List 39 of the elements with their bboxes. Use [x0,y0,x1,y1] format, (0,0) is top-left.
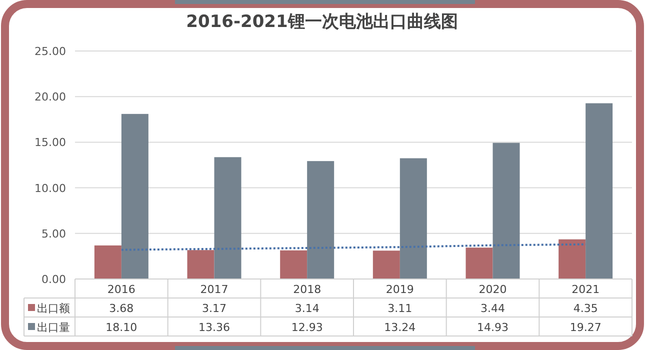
x-tick-label: 2017 [200,283,228,296]
data-label: 13.36 [198,321,230,334]
y-tick-label: 0.00 [42,273,66,286]
data-label: 4.35 [573,302,598,315]
data-label: 3.44 [480,302,505,315]
y-tick-label: 20.00 [34,90,66,104]
data-label: 19.27 [570,321,602,334]
x-tick-label: 2020 [478,283,507,296]
bar [558,239,586,279]
bar [214,157,242,279]
data-label: 13.24 [384,321,416,334]
bar [372,250,400,279]
legend-label: 出口额 [37,302,70,315]
y-tick-label: 15.00 [34,136,66,150]
data-label: 3.11 [388,302,412,315]
bar [307,161,334,279]
x-tick-label: 2016 [107,283,136,296]
data-label: 18.10 [106,321,138,334]
x-tick-label: 2018 [293,283,322,296]
bar [280,250,308,279]
data-label: 12.93 [291,321,323,334]
data-label: 3.14 [294,302,320,315]
x-tick-label: 2019 [386,283,414,296]
y-tick-label: 10.00 [34,182,66,195]
y-tick-label: 25.00 [34,45,66,58]
data-label: 3.68 [109,302,134,315]
legend-label: 出口量 [37,321,70,334]
bar [121,114,148,279]
data-label: 3.17 [202,302,226,315]
chart-title: 2016-2021锂一次电池出口曲线图 [186,12,458,32]
bar [400,158,427,279]
y-tick-label: 5.00 [42,227,66,240]
data-label: 14.93 [477,321,508,334]
bar [586,103,613,279]
bar [492,142,520,279]
bar [187,250,214,279]
x-tick-label: 2021 [572,283,600,296]
bar [466,248,493,279]
bar [94,245,122,279]
